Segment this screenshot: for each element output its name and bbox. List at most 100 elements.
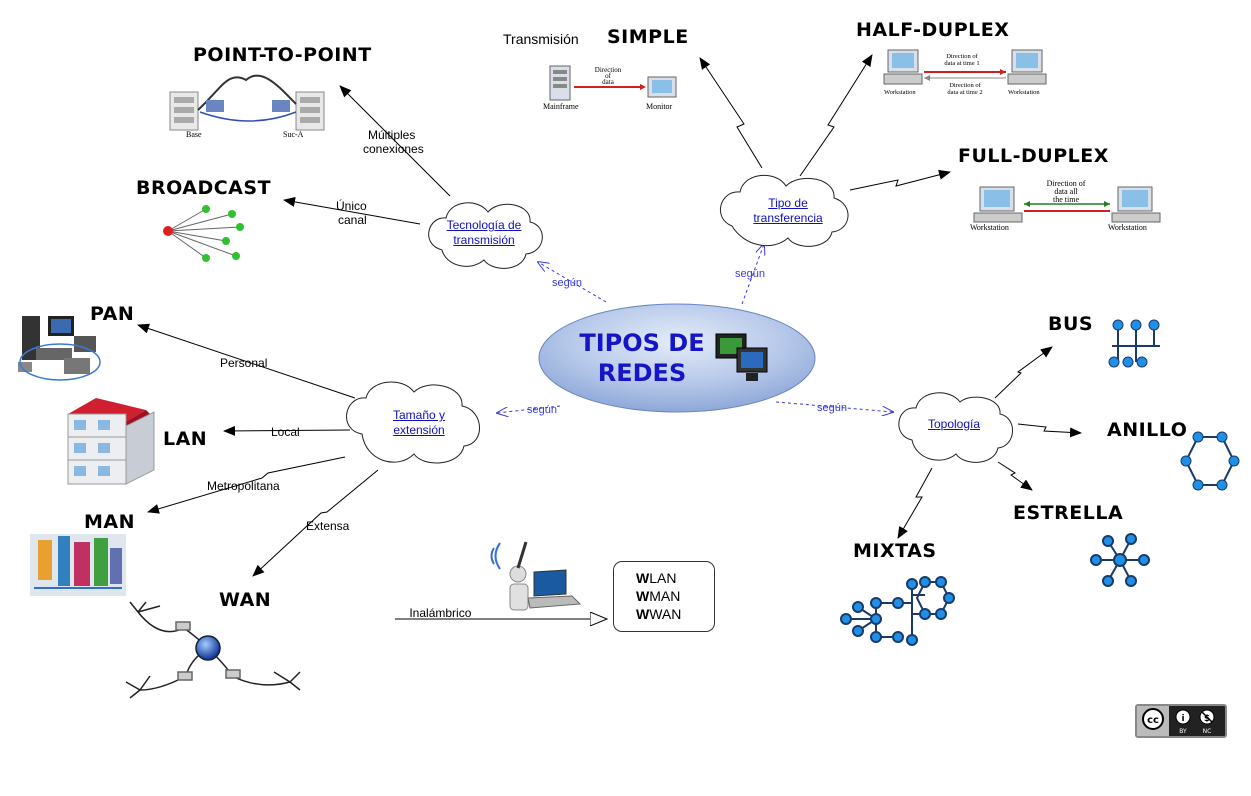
edge-label-local: Local	[271, 425, 300, 439]
edge-label-transmision: Transmisión	[503, 31, 579, 47]
edge-label-canal: canal	[338, 213, 367, 227]
cloud-tipo	[720, 174, 849, 247]
ring-topology	[1180, 431, 1240, 491]
wireless-item: WMAN	[614, 587, 714, 605]
full-workstation-left: Workstation	[970, 223, 1009, 232]
wireless-suffix: LAN	[649, 570, 677, 586]
node-tamano-line-2: extensión	[393, 423, 445, 437]
segun-label-topologia: según	[817, 402, 847, 414]
broadcast-illustration	[163, 205, 244, 262]
title-mixtas: MIXTAS	[853, 540, 937, 562]
simplex-dir-3: data	[602, 78, 615, 86]
title-broadcast: BROADCAST	[136, 177, 272, 199]
wireless-prefix: W	[636, 606, 650, 622]
arrow-bus	[994, 346, 1053, 399]
node-tipo-link[interactable]: Tipo de transferencia	[740, 196, 836, 226]
center-node	[538, 303, 816, 413]
half-t2-a: Direction of	[949, 82, 981, 89]
lan-building-icon	[67, 398, 155, 485]
half-t1-a: Direction of	[946, 53, 978, 60]
edge-label-personal: Personal	[220, 356, 268, 370]
half-t2-b: data at time 2	[947, 89, 982, 96]
title-lan: LAN	[163, 428, 208, 450]
cc-by-label: BY	[1179, 728, 1187, 735]
full-dir-a: Direction of	[1047, 179, 1086, 188]
monitors-icon	[715, 333, 768, 381]
half-workstation-left: Workstation	[884, 89, 916, 96]
node-topologia-line-1: Topología	[927, 417, 981, 431]
node-tamano-line-1: Tamaño y	[392, 408, 446, 422]
title-estrella: ESTRELLA	[1013, 502, 1124, 524]
node-topologia-link[interactable]: Topología	[916, 417, 992, 432]
node-tecnologia-line-1: Tecnología de	[446, 218, 522, 232]
svg-text:cc: cc	[1147, 715, 1159, 726]
arrow-half-duplex	[799, 54, 873, 177]
suc-a-caption: Suc-A	[283, 130, 304, 139]
title-full-duplex: FULL-DUPLEX	[958, 145, 1109, 167]
edge-label-extensa: Extensa	[306, 519, 350, 533]
center-title: TIPOS DE REDES	[572, 328, 712, 388]
man-city-icon	[30, 534, 126, 596]
cloud-tamano	[346, 381, 480, 464]
node-tamano-link[interactable]: Tamaño y extensión	[372, 408, 466, 438]
node-tecnologia-link[interactable]: Tecnología de transmisión	[436, 218, 532, 248]
wireless-prefix: W	[636, 588, 650, 604]
edge-label-unico: Único	[336, 199, 367, 213]
edge-label-conexiones: conexiones	[363, 142, 424, 156]
center-title-line-1: TIPOS DE	[579, 329, 705, 357]
simplex-dir-2: of	[605, 72, 612, 80]
title-anillo: ANILLO	[1107, 419, 1188, 441]
connector-tamano	[497, 405, 561, 413]
wireless-suffix: MAN	[649, 588, 681, 604]
arrow-pan	[137, 323, 356, 399]
node-tecnologia-line-2: transmisión	[453, 233, 515, 247]
wireless-types-box: WLAN WMAN WWAN	[613, 561, 715, 632]
title-pan: PAN	[90, 303, 135, 325]
title-simple: SIMPLE	[607, 26, 689, 48]
title-point-to-point: POINT-TO-POINT	[193, 44, 372, 66]
title-wan: WAN	[219, 589, 272, 611]
monitor-caption: Monitor	[646, 102, 673, 111]
simplex-illustration: Direction of data Mainframe Monitor	[543, 65, 677, 111]
point-to-point-illustration: Base Suc-A	[169, 74, 325, 139]
title-half-duplex: HALF-DUPLEX	[856, 19, 1010, 41]
pan-devices-icon	[18, 316, 101, 381]
arrow-lan	[223, 425, 351, 436]
title-bus: BUS	[1048, 313, 1094, 335]
segun-label-tecnologia: según	[552, 277, 582, 289]
cc-badge-icons: cc i $ BY NC	[1137, 706, 1215, 736]
relation-arrows	[137, 54, 1082, 619]
half-t1-b: data at time 1	[944, 60, 979, 67]
arrow-wan	[252, 469, 379, 577]
wireless-item: WLAN	[614, 569, 714, 587]
edge-label-metropolitana: Metropolitana	[207, 479, 280, 493]
arrow-man	[147, 456, 346, 514]
connector-tecnologia	[538, 262, 607, 303]
half-duplex-illustration: Direction of data at time 1 Direction of…	[883, 49, 1047, 96]
full-workstation-right: Workstation	[1108, 223, 1147, 232]
arrow-simple	[699, 57, 763, 169]
title-man: MAN	[84, 511, 136, 533]
segun-label-tipo: según	[735, 268, 765, 280]
full-duplex-illustration: Direction of data all the time Workstati…	[970, 179, 1161, 232]
cc-license-badge[interactable]: cc i $ BY NC	[1135, 704, 1227, 738]
connector-tipo	[741, 244, 764, 305]
arrow-broadcast	[283, 196, 421, 225]
wan-network-icon	[125, 601, 301, 699]
base-caption: Base	[186, 130, 202, 139]
wireless-item: WWAN	[614, 605, 714, 623]
wireless-suffix: WAN	[649, 606, 682, 622]
wireless-user-icon	[490, 541, 582, 611]
edge-label-multiples: Múltiples	[368, 128, 416, 142]
arrow-mixtas	[897, 467, 933, 539]
star-topology	[1090, 533, 1150, 587]
arrow-estrella	[997, 461, 1033, 491]
arrow-point-to-point	[339, 85, 451, 197]
cloud-tecnologia	[428, 202, 543, 269]
segun-label-tamano: según	[527, 404, 557, 416]
half-workstation-right: Workstation	[1008, 89, 1040, 96]
svg-text:$: $	[1204, 714, 1210, 724]
cloud-topologia	[898, 392, 1013, 463]
